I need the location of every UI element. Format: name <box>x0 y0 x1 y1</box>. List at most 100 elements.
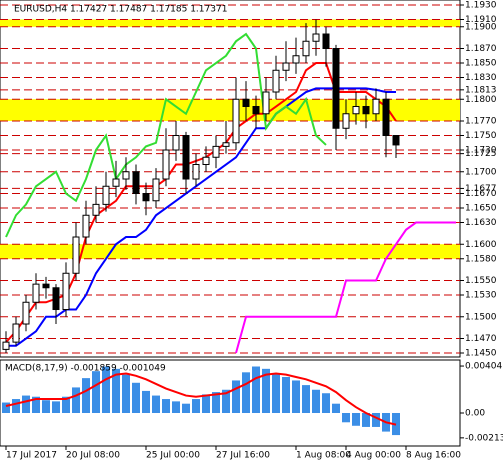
candle-body <box>272 69 280 93</box>
candle-body <box>362 106 370 115</box>
candle-body <box>82 214 90 238</box>
y-tick-label: 1.1450 <box>465 349 497 359</box>
candle-body <box>312 33 320 42</box>
macd-bar <box>62 396 70 413</box>
y-tick-label: 1.1800 <box>465 95 497 105</box>
indicator-line <box>6 87 396 347</box>
y-tick-label: 1.1725 <box>465 149 497 159</box>
macd-title: MACD(8,17,9) -0.001859 -0.001049 <box>5 364 166 374</box>
y-tick-label: 1.1870 <box>465 44 497 54</box>
y-tick-label: 1.1677 <box>465 184 497 194</box>
x-tick-label: 1 Aug 08:00 <box>296 451 351 461</box>
macd-bar <box>112 368 120 413</box>
macd-bar <box>312 389 320 413</box>
y-tick-label: 1.1900 <box>465 22 497 32</box>
macd-bar <box>242 372 250 413</box>
y-tick-label: 1.1630 <box>465 218 497 228</box>
x-tick-label: 25 Jul 00:00 <box>146 451 200 461</box>
level-band <box>0 19 460 27</box>
candle-body <box>352 106 360 115</box>
macd-bar <box>52 401 60 413</box>
indicator-line <box>235 221 456 354</box>
candle-body <box>252 106 260 115</box>
candle-body <box>122 171 130 180</box>
candle-body <box>2 341 10 350</box>
macd-bar <box>282 376 290 413</box>
x-tick-label: 20 Jul 08:00 <box>66 451 120 461</box>
candle-body <box>52 287 60 311</box>
macd-bar <box>292 380 300 413</box>
x-tick-label: 4 Aug 00:00 <box>346 451 401 461</box>
macd-bar <box>182 403 190 413</box>
macd-bar <box>162 399 170 413</box>
macd-bar <box>342 412 350 423</box>
candle-body <box>242 98 250 108</box>
macd-bar <box>22 395 30 413</box>
y-tick-label: 1.1930 <box>465 1 497 11</box>
candle-body <box>142 193 150 202</box>
candle-body <box>392 135 400 146</box>
y-tick-label: 1.1830 <box>465 73 497 83</box>
candle-body <box>212 145 220 158</box>
candle-body <box>292 55 300 64</box>
candle-body <box>332 48 340 129</box>
candle-body <box>302 40 310 57</box>
candle-body <box>262 91 270 115</box>
y-tick-label: 1.1650 <box>465 204 497 214</box>
macd-bar <box>332 403 340 413</box>
macd-bar <box>42 400 50 413</box>
candle-body <box>92 203 100 216</box>
candle-body <box>12 323 20 343</box>
y-tick-label: 1.1700 <box>465 167 497 177</box>
candle-body <box>182 135 190 180</box>
macd-bar <box>202 394 210 413</box>
candle-body <box>222 142 230 147</box>
y-tick-label: 1.1580 <box>465 254 497 264</box>
indicator-line <box>5 62 397 343</box>
y-tick-label: 1.1850 <box>465 59 497 69</box>
macd-bar <box>222 389 230 413</box>
y-tick-label: 1.1770 <box>465 117 497 127</box>
candle-body <box>62 272 70 311</box>
y-tick-label: 1.1550 <box>465 276 497 286</box>
macd-bar <box>12 399 20 413</box>
candle-body <box>42 283 50 289</box>
candle-body <box>382 98 390 137</box>
level-band <box>0 244 460 259</box>
candle-body <box>192 164 200 180</box>
y-tick-label: 1.1670 <box>465 189 497 199</box>
macd-bar <box>172 401 180 413</box>
candle-body <box>102 185 110 205</box>
macd-bar <box>362 412 370 427</box>
candle-body <box>72 236 80 274</box>
candle-body <box>232 98 240 144</box>
y-tick-label: 1.1730 <box>465 146 497 156</box>
y-tick-label: 0.00404 <box>465 362 502 372</box>
macd-bar <box>142 390 150 413</box>
macd-bar <box>262 368 270 413</box>
candle-body <box>342 113 350 129</box>
macd-bar <box>322 393 330 413</box>
macd-bar <box>32 396 40 413</box>
macd-bar <box>302 385 310 413</box>
macd-bar <box>352 412 360 426</box>
macd-bar <box>122 374 130 413</box>
macd-bar <box>82 378 90 413</box>
indicator-line <box>5 32 327 238</box>
macd-bar <box>102 366 110 413</box>
candle-body <box>322 33 330 50</box>
candle-body <box>162 149 170 180</box>
y-tick-label: 1.1500 <box>465 312 497 322</box>
macd-bar <box>272 373 280 413</box>
macd-bar <box>192 399 200 413</box>
y-tick-label: 0.00 <box>465 408 485 418</box>
macd-bar <box>212 392 220 413</box>
candle-body <box>132 171 140 195</box>
candle-body <box>282 62 290 71</box>
candle-body <box>112 178 120 187</box>
macd-bar <box>72 387 80 413</box>
candle-body <box>152 178 160 202</box>
y-tick-label: 1.1910 <box>465 15 497 25</box>
macd-bar <box>252 366 260 413</box>
x-tick-label: 17 Jul 2017 <box>6 451 57 461</box>
